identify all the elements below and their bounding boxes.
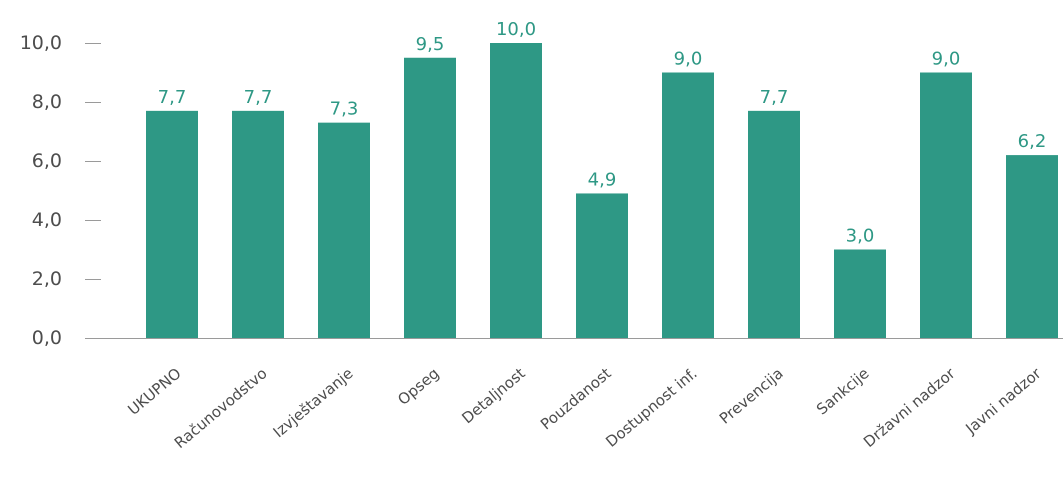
data-label: 3,0	[846, 226, 875, 247]
y-tick-label: 2,0	[32, 268, 62, 290]
bar	[920, 72, 972, 338]
bar	[748, 110, 800, 338]
x-tick-label: Prevencija	[716, 364, 787, 427]
x-tick-label: UKUPNO	[124, 364, 184, 419]
x-tick-label: Opseg	[394, 364, 442, 409]
x-tick-label: Računovodstvo	[171, 364, 271, 452]
data-labels: 7,7 7,7 7,3 9,5 10,0 4,9 9,0 7,7 3,0 9,0 6,2	[158, 19, 1047, 247]
data-label: 9,0	[932, 49, 961, 70]
y-tick-label: 6,0	[32, 150, 62, 172]
bar	[834, 249, 886, 338]
data-label: 9,0	[674, 49, 703, 70]
data-label: 7,7	[244, 87, 273, 108]
x-tick-label: Pouzdanost	[537, 364, 615, 433]
bar	[576, 193, 628, 338]
bar	[404, 57, 456, 338]
bar	[318, 122, 370, 339]
x-tick-label: Državni nadzor	[860, 364, 959, 451]
x-tick-label: Detaljnost	[458, 364, 528, 427]
bar	[490, 43, 542, 338]
bar	[146, 110, 198, 338]
x-tick-label: Sankcije	[813, 364, 873, 418]
bar	[232, 110, 284, 338]
y-tick-label: 4,0	[32, 209, 62, 231]
bar	[1006, 155, 1058, 338]
data-label: 9,5	[416, 34, 445, 55]
data-label: 7,7	[158, 87, 187, 108]
bar	[662, 72, 714, 338]
data-label: 10,0	[496, 19, 536, 40]
data-label: 6,2	[1018, 131, 1047, 152]
data-label: 7,3	[330, 99, 359, 120]
x-tick-label: Javni nadzor	[961, 364, 1045, 438]
y-axis: 0,0 2,0 4,0 6,0 8,0 10,0	[20, 32, 101, 349]
y-tick-label: 10,0	[20, 32, 62, 54]
x-tick-label: Izvještavanje	[270, 364, 357, 441]
x-tick-label: Dostupnost inf.	[602, 364, 700, 451]
data-label: 7,7	[760, 87, 789, 108]
y-tick-label: 0,0	[32, 327, 62, 349]
bars	[146, 43, 1058, 339]
data-label: 4,9	[588, 169, 617, 190]
y-tick-label: 8,0	[32, 91, 62, 113]
